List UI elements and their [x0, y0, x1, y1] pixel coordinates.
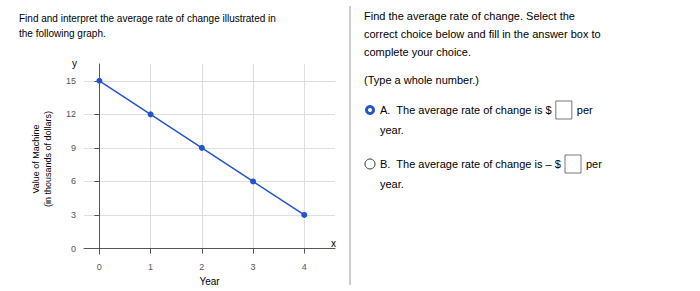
svg-text:year.: year.	[380, 124, 404, 136]
svg-text:6: 6	[71, 176, 76, 186]
svg-text:(in thousands of dollars): (in thousands of dollars)	[43, 111, 53, 207]
svg-text:the following graph.: the following graph.	[19, 28, 106, 39]
svg-text:x: x	[331, 238, 336, 249]
svg-text:Find and interpret the average: Find and interpret the average rate of c…	[19, 13, 276, 24]
svg-text:12: 12	[66, 109, 76, 119]
svg-text:per: per	[586, 158, 602, 170]
svg-text:0: 0	[97, 262, 102, 272]
svg-text:0: 0	[71, 244, 76, 254]
svg-text:4: 4	[302, 262, 307, 272]
svg-text:3: 3	[251, 262, 256, 272]
svg-text:(Type a whole number.): (Type a whole number.)	[364, 74, 479, 86]
svg-text:correct choice below and fill: correct choice below and fill in the ans…	[364, 28, 601, 40]
svg-text:1: 1	[148, 262, 153, 272]
svg-text:B. The average rate of change: B. The average rate of change is – $	[380, 158, 561, 170]
svg-text:3: 3	[71, 210, 76, 220]
svg-text:per: per	[577, 104, 593, 116]
svg-text:15: 15	[66, 76, 76, 86]
svg-text:A. The average rate of change: A. The average rate of change is $	[380, 104, 552, 116]
svg-text:y: y	[72, 58, 77, 69]
svg-text:Value of Machine: Value of Machine	[31, 125, 41, 194]
svg-text:2: 2	[199, 262, 204, 272]
svg-text:Year: Year	[199, 276, 220, 287]
svg-text:year.: year.	[380, 178, 404, 190]
svg-text:complete your choice.: complete your choice.	[364, 46, 471, 58]
svg-text:Find the average rate of chang: Find the average rate of change. Select …	[364, 10, 575, 22]
svg-text:9: 9	[71, 143, 76, 153]
